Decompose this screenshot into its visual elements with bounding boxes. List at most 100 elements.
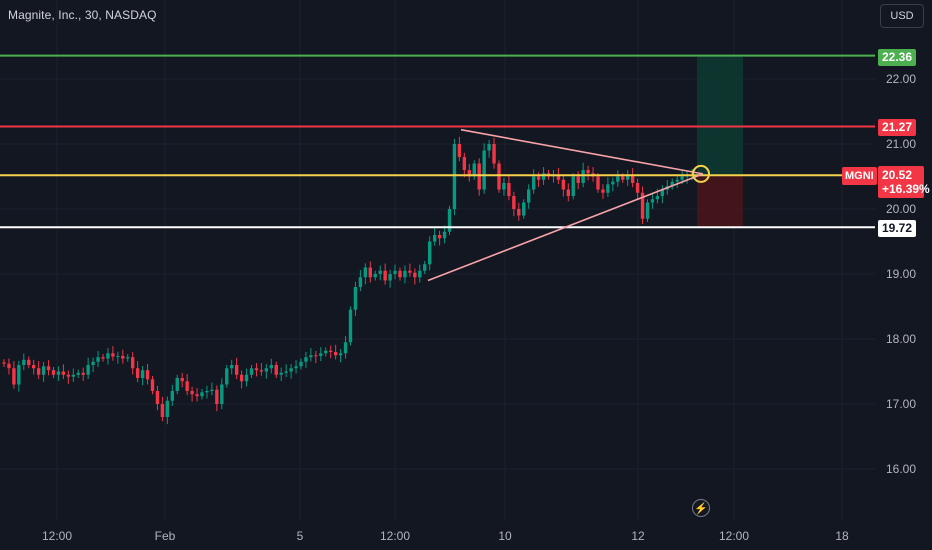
candle-body: [497, 163, 501, 190]
candle-body: [650, 199, 655, 203]
y-tick-label: 20.00: [886, 202, 917, 216]
candle-body: [121, 355, 125, 359]
candle-body: [368, 267, 372, 278]
position-profit-zone[interactable]: [697, 55, 743, 176]
candle-body: [135, 368, 140, 378]
candle-body: [2, 362, 6, 364]
candle-body: [527, 189, 531, 203]
candle-body: [408, 270, 412, 273]
triangle-lower-trendline[interactable]: [427, 173, 704, 282]
candle-body: [556, 175, 561, 180]
lightning-icon[interactable]: ⚡: [692, 499, 710, 517]
candle-body: [269, 365, 273, 369]
candle-body: [522, 202, 526, 216]
y-tick-label: 19.00: [886, 267, 917, 281]
candle-body: [626, 175, 630, 180]
candle-body: [403, 270, 407, 278]
candle-body: [319, 353, 323, 356]
candle-body: [418, 270, 422, 278]
candle-body: [155, 391, 160, 404]
candle-body: [230, 365, 234, 369]
candle-body: [180, 378, 184, 382]
position-loss-zone[interactable]: [697, 175, 743, 228]
candle-body: [200, 392, 204, 397]
candle-body: [343, 342, 348, 354]
candle-body: [279, 372, 283, 375]
candle-body: [566, 189, 570, 196]
x-tick-label: 18: [835, 529, 849, 543]
candle-body: [190, 391, 194, 395]
candle-body: [531, 176, 536, 190]
candle-body: [304, 357, 308, 362]
last-price-value: 20.52: [882, 168, 913, 182]
candle-body: [150, 379, 155, 391]
candle-body: [462, 157, 467, 170]
grid-lines: [0, 0, 875, 520]
triangle-apex-circle[interactable]: [692, 164, 710, 183]
candle-body: [61, 371, 66, 375]
candle-body: [264, 368, 269, 372]
candle-body: [239, 374, 244, 382]
candle-body: [378, 270, 382, 274]
candle-body: [314, 355, 318, 357]
candle-body: [561, 179, 566, 190]
candle-body: [373, 274, 377, 278]
candle-body: [675, 179, 679, 182]
candle-body: [12, 368, 16, 385]
y-tick-label: 18.00: [886, 332, 917, 346]
candle-body: [165, 400, 170, 417]
candle-body: [66, 374, 71, 377]
candle-body: [437, 235, 442, 239]
candle-body: [41, 366, 46, 375]
candle-body: [428, 241, 432, 265]
support-price-badge: 19.72: [878, 220, 917, 237]
x-tick-label: Feb: [154, 529, 176, 543]
candle-body: [111, 353, 115, 357]
candle-body: [333, 352, 338, 356]
candle-body: [289, 368, 293, 372]
candle-body: [621, 176, 625, 180]
candle-body: [630, 175, 635, 183]
candle-body: [140, 370, 145, 378]
candle-body: [423, 264, 427, 271]
candle-body: [432, 235, 437, 242]
candle-body: [655, 196, 660, 200]
candle-body: [56, 371, 61, 375]
candle-body: [452, 144, 457, 209]
candle-body: [482, 150, 486, 190]
candle-body: [383, 270, 387, 281]
chart-title: Magnite, Inc., 30, NASDAQ: [8, 8, 157, 22]
candle-body: [215, 389, 219, 404]
y-tick-label: 22.00: [886, 72, 917, 86]
x-tick-label: 5: [296, 529, 304, 543]
triangle-upper-trendline[interactable]: [460, 128, 704, 175]
candle-body: [210, 389, 214, 391]
candle-body: [96, 357, 100, 362]
candle-body: [101, 357, 105, 359]
candle-body: [32, 365, 36, 369]
candle-body: [680, 176, 684, 180]
target-price-badge: 22.36: [878, 49, 917, 66]
y-tick-label: 17.00: [886, 397, 917, 411]
candle-body: [7, 363, 11, 369]
x-tick-label: 12:00: [718, 529, 750, 543]
candle-body: [294, 366, 298, 369]
currency-button[interactable]: USD: [880, 4, 924, 28]
candle-body: [353, 287, 358, 310]
candle-body: [512, 196, 516, 209]
candle-body: [36, 368, 41, 375]
candle-body: [225, 368, 229, 385]
candle-body: [640, 192, 645, 219]
candle-body: [324, 350, 328, 354]
candle-body: [398, 270, 402, 278]
candle-body: [541, 173, 546, 180]
candle-body: [131, 357, 135, 369]
candle-body: [670, 181, 674, 187]
candle-body: [507, 183, 511, 196]
candle-body: [145, 370, 150, 380]
candle-body: [205, 391, 209, 393]
candle-body: [299, 361, 303, 367]
candle-body: [46, 366, 51, 371]
candle-body: [254, 368, 259, 371]
